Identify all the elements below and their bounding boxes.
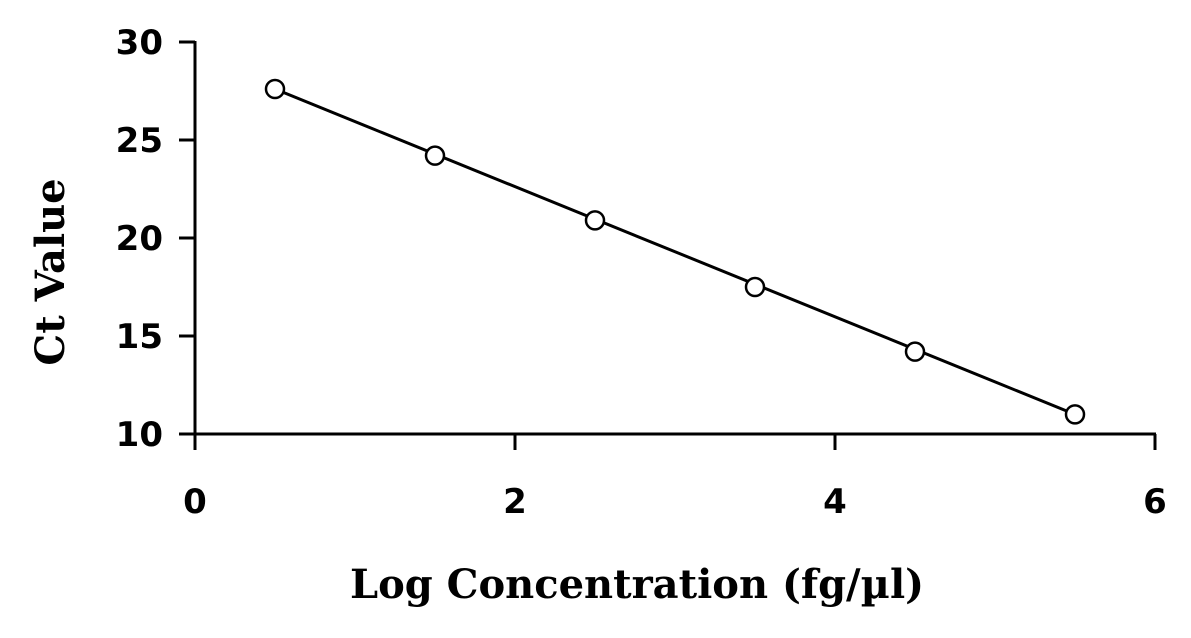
trendline: [274, 87, 1076, 416]
y-tick-label: 20: [116, 219, 163, 259]
y-tick-label: 25: [116, 121, 163, 161]
x-tick-label: 0: [183, 482, 207, 522]
x-axis-title: Log Concentration (fg/µl): [350, 561, 924, 608]
x-tick-label: 4: [823, 482, 847, 522]
x-tick-label: 6: [1143, 482, 1167, 522]
tick-marks: [179, 40, 1157, 450]
data-point: [584, 210, 606, 231]
data-point: [264, 78, 286, 100]
y-tick-label: 15: [116, 317, 163, 357]
y-tick-label: 30: [116, 23, 163, 63]
data-point: [904, 341, 926, 362]
x-tick-label: 2: [503, 482, 527, 522]
tick-labels: 0 2 4 6 10 15 20 25 30: [116, 23, 1167, 522]
y-axis-title: Ct Value: [27, 178, 74, 365]
data-point: [1064, 404, 1086, 425]
data-point: [424, 145, 446, 166]
axes: [193, 41, 1156, 436]
data-point: [744, 276, 766, 298]
data-points: [264, 78, 1086, 425]
y-tick-label: 10: [116, 415, 163, 455]
trendline-group: [274, 87, 1076, 416]
